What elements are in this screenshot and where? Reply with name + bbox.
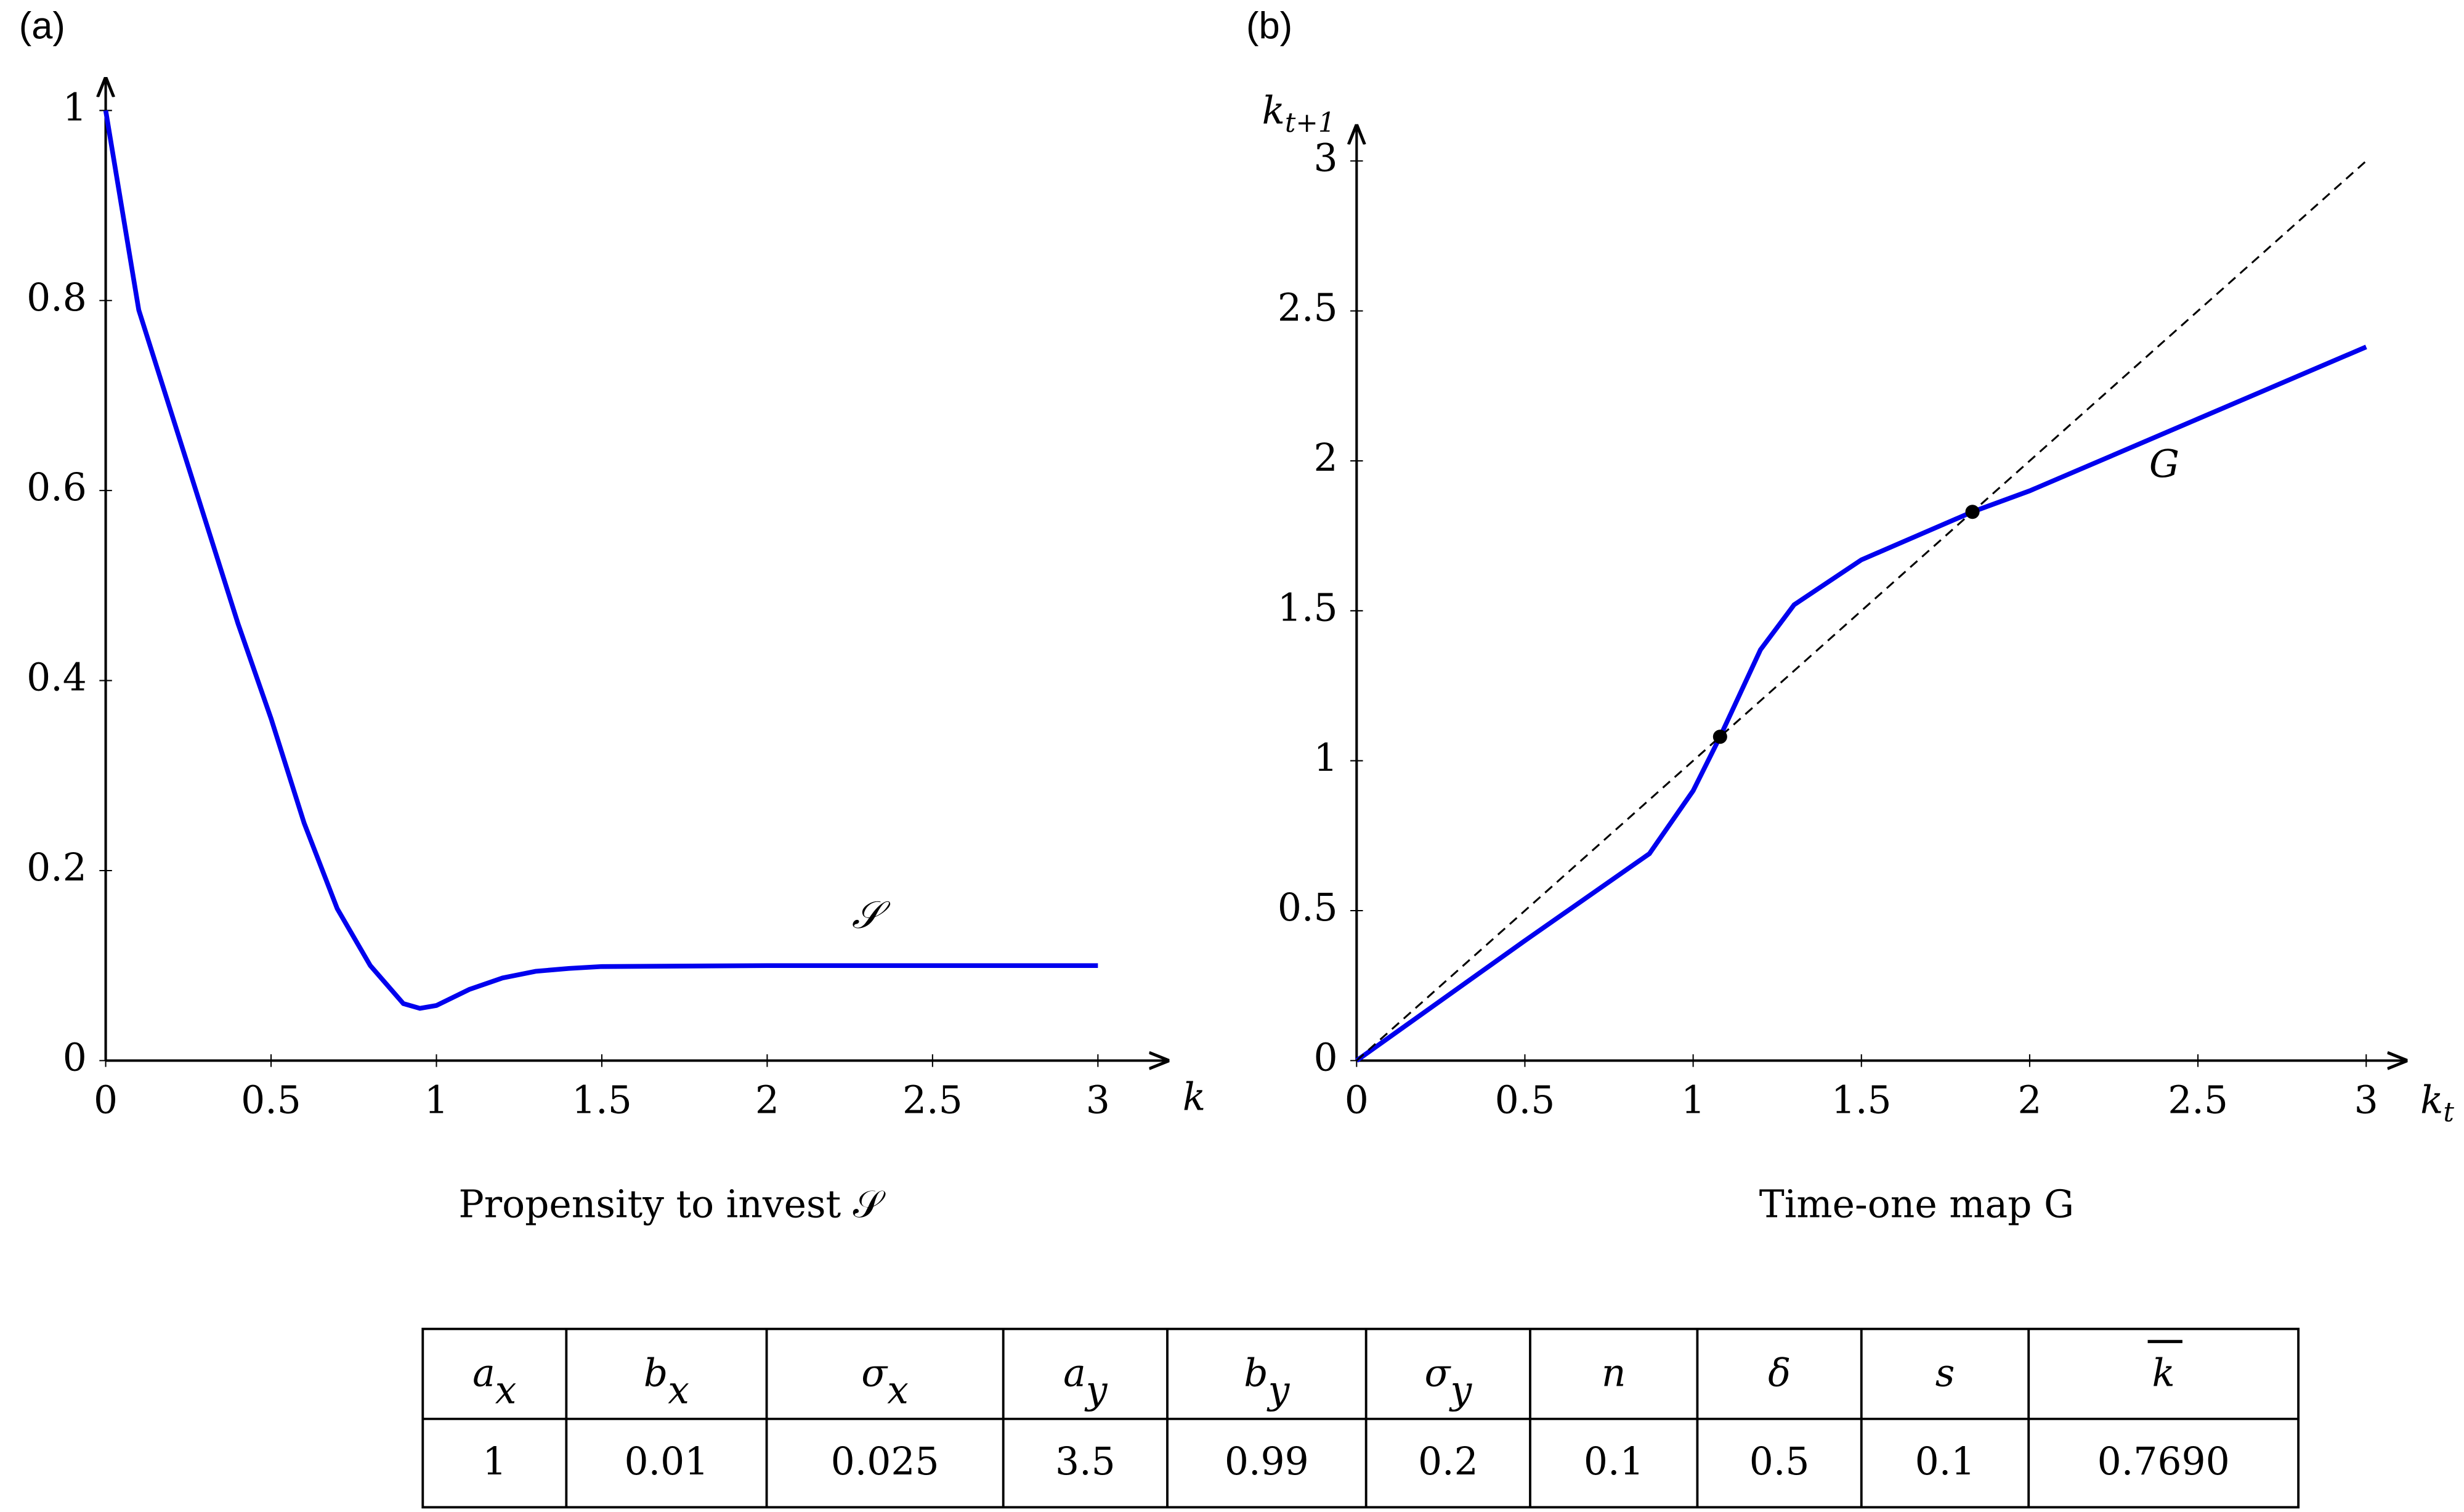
annotation: 𝒮 (852, 893, 891, 937)
table-header-base: δ (1768, 1352, 1791, 1396)
table-cell: 0.5 (1749, 1440, 1810, 1484)
y-tick-label: 0.8 (26, 276, 87, 320)
table-cell: 0.025 (831, 1440, 939, 1484)
x-tick-label: 0 (1345, 1079, 1369, 1123)
table-cell: 0.01 (625, 1440, 709, 1484)
y-tick-label: 0.2 (26, 846, 87, 890)
x-tick-label: 1.5 (572, 1079, 632, 1123)
panel-label: (b) (1246, 4, 1292, 47)
x-tick-label: 1.5 (1831, 1079, 1892, 1123)
table-cell: 0.2 (1418, 1440, 1478, 1484)
table-header-sub: x (495, 1368, 517, 1412)
y-tick-label: 0.6 (26, 466, 87, 510)
table-header-base: σ (1425, 1352, 1452, 1396)
table-header-sub: x (887, 1368, 909, 1412)
table-header: σy (1425, 1352, 1473, 1413)
x-axis-label-base: k (2420, 1079, 2443, 1123)
table-header-sub: y (1448, 1368, 1472, 1412)
table-header-base: a (1063, 1352, 1086, 1396)
y-axis-label: kt+1 (1262, 89, 1335, 139)
x-tick-label: 2.5 (902, 1079, 963, 1123)
table-header: n (1602, 1352, 1626, 1396)
table-header-base: a (472, 1352, 495, 1396)
annotation: G (2149, 442, 2179, 486)
x-tick-label: 1 (1681, 1079, 1705, 1123)
table-header-base: σ (861, 1352, 888, 1396)
y-tick-label: 1.5 (1278, 586, 1338, 630)
x-tick-label: 2 (755, 1079, 779, 1123)
fixed-point (1712, 730, 1727, 744)
panel-label: (a) (19, 4, 65, 47)
diagonal-line (1356, 160, 2367, 1062)
table-header: s (1935, 1352, 1955, 1396)
x-tick-label: 0.5 (1495, 1079, 1555, 1123)
chart-title: Time-one map G (1759, 1183, 2074, 1227)
x-tick-label: 2 (2017, 1079, 2041, 1123)
table-header: bx (644, 1352, 689, 1413)
table-cell: 1 (482, 1440, 506, 1484)
y-axis-label-sub: t+1 (1285, 108, 1335, 139)
x-tick-label: 1 (424, 1079, 448, 1123)
x-axis-label-sub: t (2443, 1097, 2454, 1128)
table-header: σx (861, 1352, 909, 1413)
table-header-base: s (1935, 1352, 1955, 1396)
table-header: ay (1063, 1352, 1108, 1413)
x-tick-label: 0.5 (241, 1079, 301, 1123)
y-tick-label: 0 (1313, 1036, 1337, 1079)
x-tick-label: 3 (2354, 1079, 2378, 1123)
table-header-base: b (644, 1352, 668, 1396)
y-tick-label: 1 (63, 86, 87, 129)
y-tick-label: 2 (1313, 436, 1337, 480)
x-axis-label: kt (2420, 1079, 2454, 1128)
table-header-sub: y (1266, 1368, 1291, 1412)
x-tick-label: 3 (1086, 1079, 1110, 1123)
table-header: δ (1768, 1352, 1791, 1396)
table-header: ax (472, 1352, 516, 1413)
y-tick-label: 0.4 (26, 656, 87, 700)
y-tick-label: 0.5 (1278, 886, 1338, 930)
table-cell: 0.1 (1915, 1440, 1976, 1484)
table-cell: 0.7690 (2097, 1440, 2230, 1484)
x-axis-label-base: k (1183, 1076, 1206, 1120)
table-cell: 3.5 (1055, 1440, 1116, 1484)
table-header-base: b (1244, 1352, 1268, 1396)
table-header: by (1244, 1352, 1290, 1413)
table-header-sub: x (668, 1368, 689, 1412)
x-tick-label: 2.5 (2168, 1079, 2228, 1123)
y-tick-label: 1 (1313, 736, 1337, 780)
y-tick-label: 3 (1313, 136, 1337, 180)
table-cell: 0.99 (1225, 1440, 1309, 1484)
y-tick-label: 2.5 (1278, 287, 1338, 330)
curve (1355, 344, 2367, 1063)
fixed-point (1965, 505, 1980, 519)
table-header-base: n (1602, 1352, 1626, 1396)
curve (103, 110, 1098, 1011)
chart-title: Propensity to invest 𝒮 (458, 1183, 885, 1227)
table-cell: 0.1 (1584, 1440, 1644, 1484)
y-tick-label: 0 (63, 1036, 87, 1079)
x-axis-label: k (1183, 1076, 1206, 1120)
x-tick-label: 0 (94, 1079, 118, 1123)
y-axis-label-base: k (1262, 89, 1285, 133)
table-header: k (2152, 1352, 2175, 1396)
table-header-sub: y (1084, 1368, 1108, 1412)
table-header-base: k (2152, 1352, 2175, 1396)
